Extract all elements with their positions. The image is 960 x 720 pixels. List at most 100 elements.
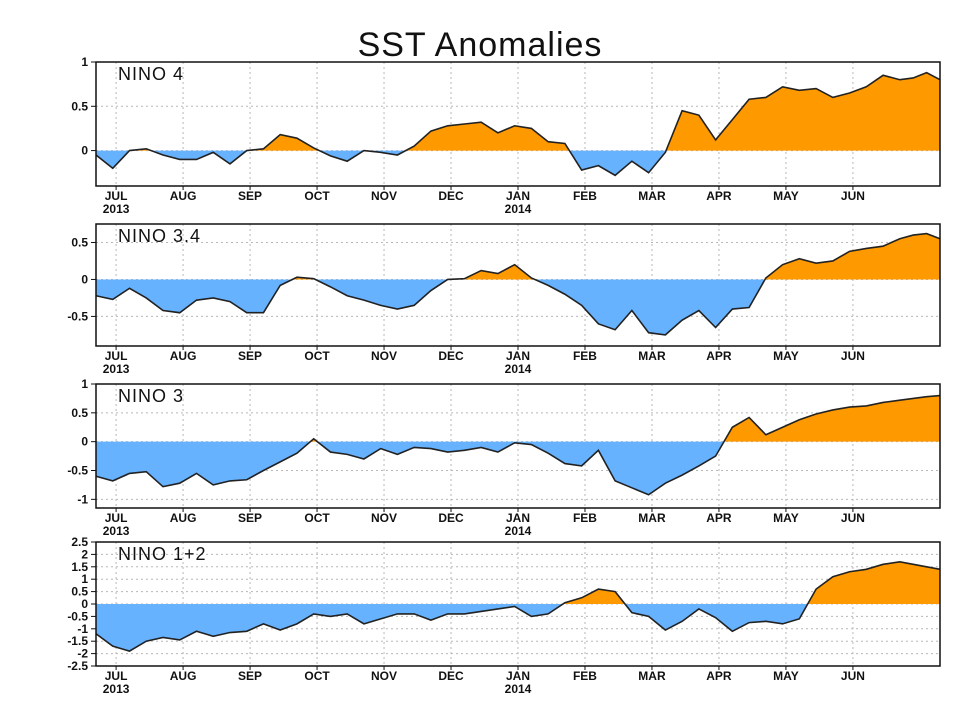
panel-label: NINO 3.4 bbox=[118, 226, 201, 246]
x-tick-year: 2013 bbox=[103, 202, 130, 216]
x-tick-year: 2014 bbox=[505, 524, 532, 538]
y-tick-label: -0.5 bbox=[67, 309, 88, 323]
y-tick-label: 1 bbox=[81, 55, 88, 69]
x-tick-label: JAN bbox=[506, 349, 530, 363]
y-tick-label: 1 bbox=[81, 572, 88, 586]
x-tick-year: 2014 bbox=[505, 682, 532, 696]
x-tick-label: MAY bbox=[773, 349, 799, 363]
x-tick-year: 2014 bbox=[505, 362, 532, 376]
x-tick-label: JUN bbox=[841, 349, 865, 363]
x-tick-label: FEB bbox=[573, 349, 597, 363]
x-tick-label: MAY bbox=[773, 189, 799, 203]
y-tick-label: -1.5 bbox=[67, 634, 88, 648]
x-tick-label: AUG bbox=[170, 669, 197, 683]
x-tick-label: SEP bbox=[238, 511, 262, 525]
x-tick-label: JAN bbox=[506, 669, 530, 683]
x-tick-label: FEB bbox=[573, 669, 597, 683]
x-tick-label: JUN bbox=[841, 669, 865, 683]
x-tick-label: DEC bbox=[438, 669, 464, 683]
x-tick-label: JUL bbox=[105, 511, 128, 525]
x-tick-label: OCT bbox=[304, 669, 330, 683]
x-tick-label: MAR bbox=[638, 189, 666, 203]
panel-label: NINO 1+2 bbox=[118, 544, 207, 564]
x-tick-label: JUL bbox=[105, 349, 128, 363]
x-tick-year: 2014 bbox=[505, 202, 532, 216]
x-tick-year: 2013 bbox=[103, 362, 130, 376]
x-tick-label: APR bbox=[706, 511, 732, 525]
x-tick-label: OCT bbox=[304, 189, 330, 203]
y-tick-label: 2 bbox=[81, 547, 88, 561]
series-line bbox=[95, 561, 941, 652]
x-tick-label: FEB bbox=[573, 511, 597, 525]
x-tick-label: NOV bbox=[371, 669, 397, 683]
x-tick-label: SEP bbox=[238, 189, 262, 203]
positive-area bbox=[310, 395, 940, 442]
series-line bbox=[95, 232, 941, 336]
x-tick-label: AUG bbox=[170, 189, 197, 203]
y-tick-label: 2.5 bbox=[71, 535, 88, 549]
y-tick-label: -0.5 bbox=[67, 609, 88, 623]
y-tick-label: 0.5 bbox=[71, 99, 88, 113]
y-tick-label: 0 bbox=[81, 597, 88, 611]
x-tick-label: AUG bbox=[170, 511, 197, 525]
y-tick-label: 1.5 bbox=[71, 560, 88, 574]
series-line bbox=[95, 71, 941, 177]
negative-area bbox=[96, 441, 724, 495]
x-tick-label: DEC bbox=[438, 511, 464, 525]
y-tick-label: 0.5 bbox=[71, 585, 88, 599]
x-tick-label: AUG bbox=[170, 349, 197, 363]
x-tick-label: NOV bbox=[371, 349, 397, 363]
x-tick-label: JUN bbox=[841, 511, 865, 525]
y-tick-label: -2.5 bbox=[67, 659, 88, 673]
series-line bbox=[95, 394, 941, 496]
y-tick-label: 0 bbox=[81, 435, 88, 449]
x-tick-label: SEP bbox=[238, 669, 262, 683]
y-tick-label: 0.5 bbox=[71, 406, 88, 420]
x-tick-label: OCT bbox=[304, 349, 330, 363]
x-tick-year: 2013 bbox=[103, 682, 130, 696]
x-tick-label: JUL bbox=[105, 669, 128, 683]
chart-title: SST Anomalies bbox=[357, 26, 603, 64]
x-tick-label: NOV bbox=[371, 189, 397, 203]
panel-label: NINO 3 bbox=[118, 386, 184, 406]
x-tick-label: NOV bbox=[371, 511, 397, 525]
x-tick-label: MAR bbox=[638, 669, 666, 683]
x-tick-label: APR bbox=[706, 189, 732, 203]
y-tick-label: 0 bbox=[81, 144, 88, 158]
y-tick-label: -0.5 bbox=[67, 464, 88, 478]
x-tick-label: JUL bbox=[105, 189, 128, 203]
y-tick-label: -2 bbox=[77, 647, 88, 661]
x-tick-label: SEP bbox=[238, 349, 262, 363]
negative-area bbox=[96, 279, 766, 335]
x-tick-label: MAR bbox=[638, 349, 666, 363]
x-tick-label: MAY bbox=[773, 669, 799, 683]
positive-area bbox=[129, 72, 940, 151]
x-tick-label: FEB bbox=[573, 189, 597, 203]
y-tick-label: -1 bbox=[77, 492, 88, 506]
x-tick-label: JUN bbox=[841, 189, 865, 203]
x-tick-label: JAN bbox=[506, 511, 530, 525]
negative-area bbox=[96, 150, 667, 176]
x-tick-label: APR bbox=[706, 349, 732, 363]
x-tick-label: APR bbox=[706, 669, 732, 683]
negative-area bbox=[96, 604, 808, 652]
y-tick-label: -1 bbox=[77, 622, 88, 636]
y-tick-label: 1 bbox=[81, 377, 88, 391]
positive-area bbox=[563, 561, 940, 604]
x-tick-label: MAY bbox=[773, 511, 799, 525]
x-tick-year: 2013 bbox=[103, 524, 130, 538]
x-tick-label: OCT bbox=[304, 511, 330, 525]
x-tick-label: MAR bbox=[638, 511, 666, 525]
panel-label: NINO 4 bbox=[118, 64, 184, 84]
x-tick-label: DEC bbox=[438, 189, 464, 203]
x-tick-label: JAN bbox=[506, 189, 530, 203]
positive-area bbox=[292, 233, 941, 280]
y-tick-label: 0 bbox=[81, 272, 88, 286]
y-tick-label: 0.5 bbox=[71, 235, 88, 249]
x-tick-label: DEC bbox=[438, 349, 464, 363]
